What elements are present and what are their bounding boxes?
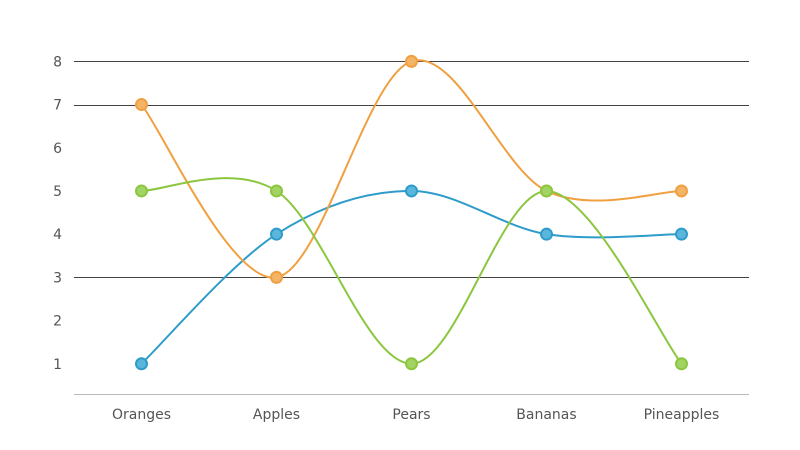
y-tick-label: 1 [53, 357, 62, 373]
y-tick-label: 6 [53, 141, 62, 157]
y-tick-label: 2 [53, 314, 62, 330]
data-point[interactable] [675, 227, 688, 241]
data-point[interactable] [405, 357, 418, 371]
y-tick-label: 5 [53, 184, 62, 200]
y-tick-label: 8 [53, 54, 62, 70]
y-tick-label: 3 [53, 270, 62, 286]
data-point[interactable] [270, 270, 283, 284]
x-tick-label: Bananas [516, 407, 576, 423]
x-tick-label: Pears [392, 407, 430, 423]
data-point[interactable] [405, 184, 418, 198]
series-line-2 [140, 59, 682, 279]
y-tick-label: 7 [53, 98, 62, 114]
data-point[interactable] [675, 184, 688, 198]
data-point[interactable] [540, 184, 553, 198]
data-point[interactable] [270, 227, 283, 241]
axes: 1 2 3 4 5 6 7 8 Oranges Apples Pears Bananas Pineapp… [53, 54, 749, 423]
y-tick-label: 4 [53, 227, 62, 243]
data-point[interactable] [270, 184, 283, 198]
data-point[interactable] [135, 357, 148, 371]
data-point[interactable] [540, 227, 553, 241]
gridlines [74, 61, 749, 278]
x-tick-label: Oranges [112, 407, 171, 423]
x-tick-label: Apples [253, 407, 300, 423]
data-points [135, 54, 688, 371]
data-point[interactable] [135, 184, 148, 198]
x-tick-label: Pineapples [644, 407, 720, 423]
series-line-3 [141, 177, 683, 365]
data-point[interactable] [405, 54, 418, 68]
data-point[interactable] [675, 357, 688, 371]
data-point[interactable] [135, 98, 148, 112]
